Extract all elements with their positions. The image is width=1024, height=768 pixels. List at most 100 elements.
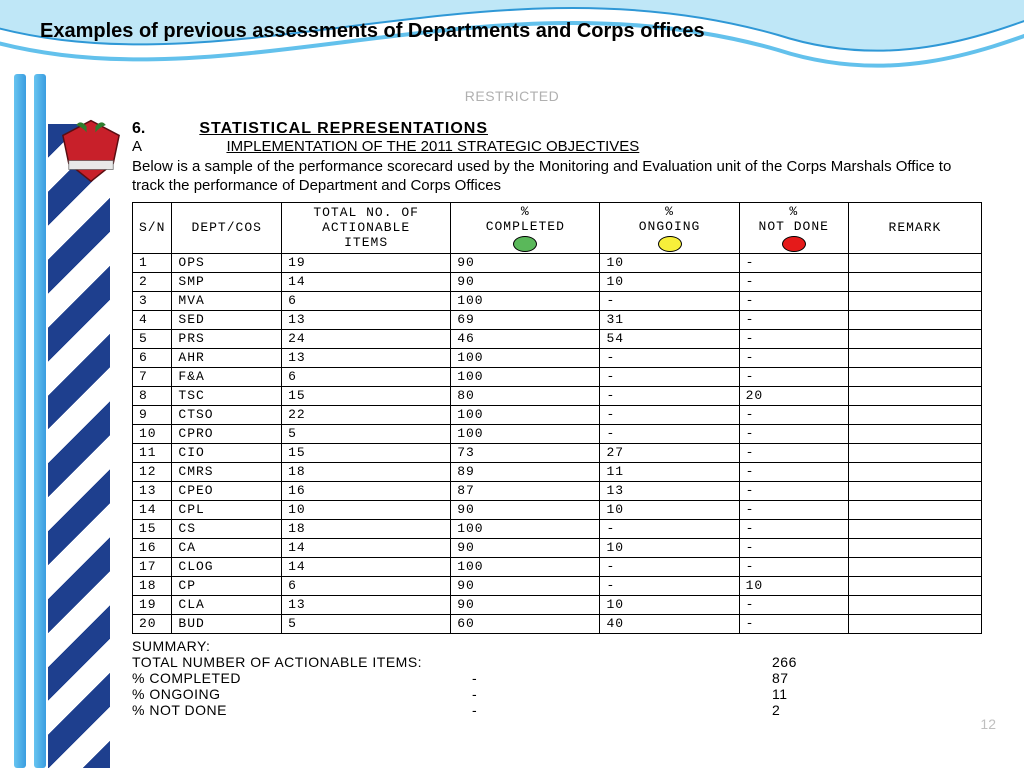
- table-cell: [848, 310, 981, 329]
- slide-title: Examples of previous assessments of Depa…: [40, 20, 705, 43]
- table-cell: -: [600, 405, 739, 424]
- col-header: %NOT DONE: [739, 202, 848, 253]
- table-cell: BUD: [172, 614, 282, 633]
- table-row: 8TSC1580-20: [133, 386, 982, 405]
- table-cell: 100: [451, 348, 600, 367]
- table-cell: 3: [133, 291, 172, 310]
- table-cell: -: [600, 291, 739, 310]
- section-title: STATISTICAL REPRESENTATIONS: [199, 120, 488, 138]
- table-cell: [848, 329, 981, 348]
- table-cell: -: [739, 291, 848, 310]
- completed-dot-icon: [513, 236, 537, 252]
- table-cell: -: [739, 443, 848, 462]
- table-cell: F&A: [172, 367, 282, 386]
- table-cell: 100: [451, 367, 600, 386]
- table-cell: 14: [282, 538, 451, 557]
- table-row: 14CPL109010-: [133, 500, 982, 519]
- table-row: 18CP690-10: [133, 576, 982, 595]
- table-cell: 16: [133, 538, 172, 557]
- table-cell: -: [739, 348, 848, 367]
- table-row: 17CLOG14100--: [133, 557, 982, 576]
- summary-line: % COMPLETED-87: [132, 670, 994, 686]
- table-cell: 54: [600, 329, 739, 348]
- table-cell: -: [739, 595, 848, 614]
- table-cell: 19: [133, 595, 172, 614]
- table-cell: 46: [451, 329, 600, 348]
- summary-line: % NOT DONE-2: [132, 702, 994, 718]
- table-cell: 18: [282, 519, 451, 538]
- col-header: TOTAL NO. OFACTIONABLEITEMS: [282, 202, 451, 253]
- table-cell: 90: [451, 500, 600, 519]
- table-cell: -: [739, 253, 848, 272]
- table-cell: 13: [282, 595, 451, 614]
- table-cell: [848, 519, 981, 538]
- subsection-title: IMPLEMENTATION OF THE 2011 STRATEGIC OBJ…: [226, 138, 639, 155]
- table-cell: CP: [172, 576, 282, 595]
- table-cell: -: [739, 329, 848, 348]
- table-cell: 89: [451, 462, 600, 481]
- table-cell: -: [600, 348, 739, 367]
- table-row: 19CLA139010-: [133, 595, 982, 614]
- table-cell: 15: [282, 386, 451, 405]
- table-cell: 5: [282, 424, 451, 443]
- table-cell: 19: [282, 253, 451, 272]
- table-cell: 14: [133, 500, 172, 519]
- table-cell: 20: [739, 386, 848, 405]
- table-cell: CLA: [172, 595, 282, 614]
- table-cell: 6: [133, 348, 172, 367]
- subsection-label: A: [132, 138, 222, 155]
- table-row: 7F&A6100--: [133, 367, 982, 386]
- table-cell: 87: [451, 481, 600, 500]
- table-row: 4SED136931-: [133, 310, 982, 329]
- table-cell: CIO: [172, 443, 282, 462]
- summary-heading: SUMMARY:: [132, 638, 994, 654]
- table-cell: [848, 272, 981, 291]
- table-row: 12CMRS188911-: [133, 462, 982, 481]
- table-cell: 40: [600, 614, 739, 633]
- table-cell: 27: [600, 443, 739, 462]
- table-cell: -: [739, 405, 848, 424]
- table-cell: -: [739, 500, 848, 519]
- table-cell: 14: [282, 557, 451, 576]
- table-cell: 10: [600, 538, 739, 557]
- table-cell: 15: [133, 519, 172, 538]
- table-cell: 13: [133, 481, 172, 500]
- table-cell: -: [739, 481, 848, 500]
- table-cell: -: [600, 424, 739, 443]
- table-cell: [848, 614, 981, 633]
- table-cell: 100: [451, 519, 600, 538]
- table-cell: 10: [133, 424, 172, 443]
- table-cell: -: [600, 557, 739, 576]
- table-cell: 10: [600, 595, 739, 614]
- table-row: 6AHR13100--: [133, 348, 982, 367]
- table-cell: -: [600, 367, 739, 386]
- summary-line: % ONGOING-11: [132, 686, 994, 702]
- table-cell: 17: [133, 557, 172, 576]
- table-cell: -: [600, 386, 739, 405]
- table-cell: 100: [451, 557, 600, 576]
- table-cell: [848, 557, 981, 576]
- table-cell: -: [739, 614, 848, 633]
- table-row: 1OPS199010-: [133, 253, 982, 272]
- table-cell: [848, 500, 981, 519]
- table-cell: 6: [282, 291, 451, 310]
- table-cell: 13: [600, 481, 739, 500]
- table-cell: 11: [600, 462, 739, 481]
- table-cell: 18: [133, 576, 172, 595]
- table-cell: 90: [451, 253, 600, 272]
- table-cell: -: [600, 519, 739, 538]
- table-cell: 18: [282, 462, 451, 481]
- table-cell: 80: [451, 386, 600, 405]
- table-cell: 90: [451, 272, 600, 291]
- table-cell: 13: [282, 310, 451, 329]
- table-cell: [848, 576, 981, 595]
- table-cell: -: [739, 557, 848, 576]
- table-cell: [848, 386, 981, 405]
- table-cell: 6: [282, 367, 451, 386]
- table-cell: 100: [451, 405, 600, 424]
- table-cell: -: [739, 538, 848, 557]
- table-cell: 7: [133, 367, 172, 386]
- table-cell: -: [600, 576, 739, 595]
- table-cell: OPS: [172, 253, 282, 272]
- table-cell: CPRO: [172, 424, 282, 443]
